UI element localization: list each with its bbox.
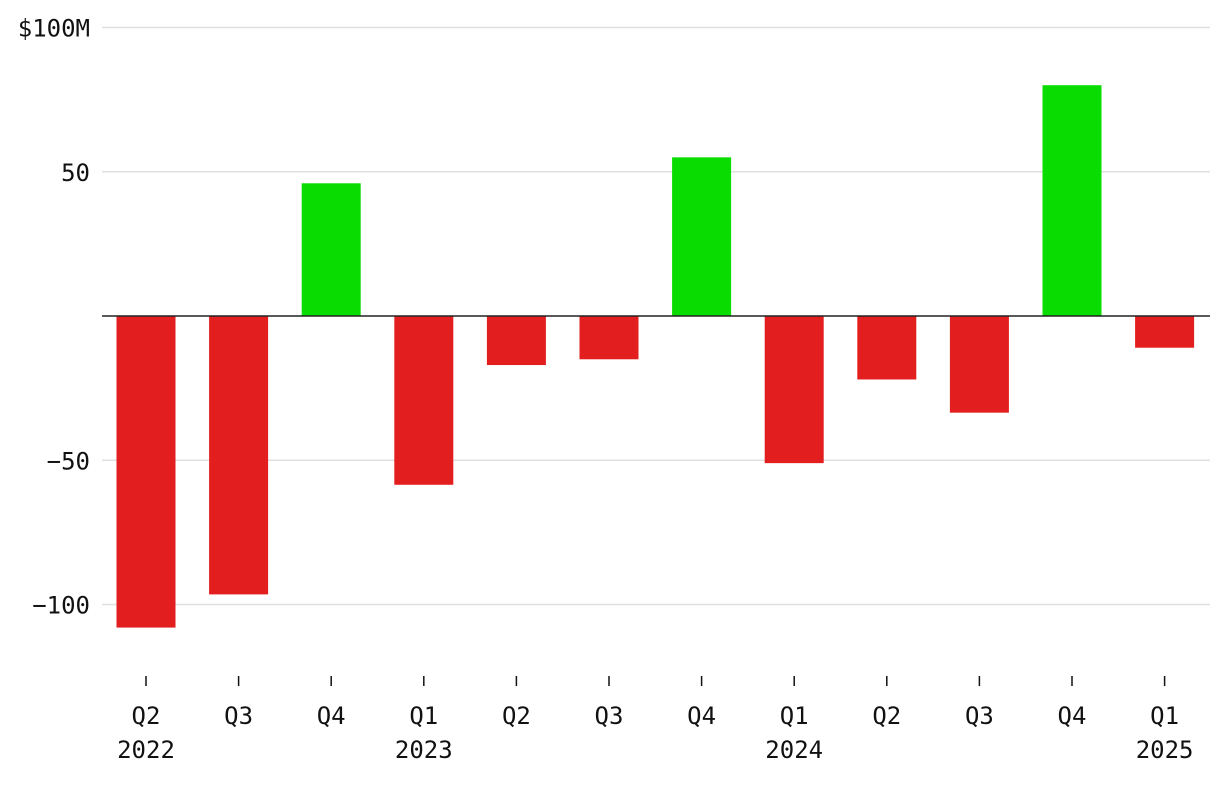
bar-q2-4 — [486, 316, 546, 366]
axes: $100M 50 −50 −100 Q2 2022 Q3 Q4 Q1 2023 Q2 Q3 Q4 Q1 20… — [18, 15, 1210, 764]
y-tick-label: −100 — [32, 592, 90, 620]
bar-q2-0 — [116, 316, 176, 628]
x-tick-quarter-label: Q3 — [965, 702, 994, 730]
x-tick-quarter-label: Q1 — [780, 702, 809, 730]
bar-q4-10 — [1042, 85, 1102, 316]
x-tick-quarter-label: Q4 — [317, 702, 346, 730]
bar-q3-9 — [949, 316, 1009, 413]
x-tick-quarter-label: Q4 — [687, 702, 716, 730]
bar-q3-1 — [209, 316, 269, 595]
x-tick-year-label: 2024 — [765, 736, 823, 764]
x-tick-year-label: 2023 — [395, 736, 453, 764]
bar-q1-3 — [394, 316, 454, 485]
x-tick-quarter-label: Q2 — [132, 702, 161, 730]
y-tick-label: $100M — [18, 15, 90, 43]
x-tick-quarter-label: Q2 — [502, 702, 531, 730]
gridlines — [102, 26, 1210, 606]
y-tick-label: 50 — [61, 159, 90, 187]
bar-q4-6 — [672, 157, 732, 316]
bar-q3-5 — [579, 316, 639, 360]
bar-q1-7 — [764, 316, 824, 464]
x-tick-quarter-label: Q2 — [872, 702, 901, 730]
x-tick-quarter-label: Q4 — [1058, 702, 1087, 730]
x-tick-quarter-label: Q1 — [409, 702, 438, 730]
bar-q4-2 — [301, 183, 361, 316]
y-tick-label: −50 — [47, 447, 90, 475]
x-tick-quarter-label: Q3 — [595, 702, 624, 730]
bar-q1-11 — [1135, 316, 1195, 348]
x-tick-year-label: 2022 — [117, 736, 175, 764]
bar-q2-8 — [857, 316, 917, 380]
x-tick-quarter-label: Q1 — [1150, 702, 1179, 730]
bars — [116, 85, 1195, 628]
x-tick-year-label: 2025 — [1136, 736, 1194, 764]
x-tick-quarter-label: Q3 — [224, 702, 253, 730]
